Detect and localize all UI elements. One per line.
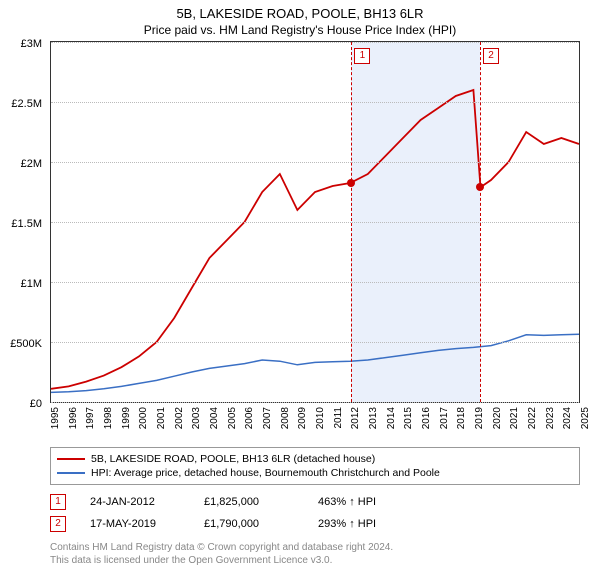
series-property	[51, 90, 579, 389]
x-tick-label: 2006	[244, 407, 255, 429]
legend-label: 5B, LAKESIDE ROAD, POOLE, BH13 6LR (deta…	[91, 453, 375, 465]
legend-swatch	[57, 458, 85, 460]
legend-label: HPI: Average price, detached house, Bour…	[91, 467, 440, 479]
license-line: Contains HM Land Registry data © Crown c…	[50, 541, 580, 554]
x-tick-label: 1998	[103, 407, 114, 429]
y-axis-labels: £0£500K£1M£1.5M£2M£2.5M£3M	[0, 44, 46, 404]
x-tick-label: 2010	[315, 407, 326, 429]
x-tick-label: 2003	[191, 407, 202, 429]
x-tick-label: 2020	[492, 407, 503, 429]
x-tick-label: 2002	[174, 407, 185, 429]
transaction-marker: 1	[50, 494, 66, 510]
legend-item: HPI: Average price, detached house, Bour…	[57, 466, 573, 480]
y-tick-label: £3M	[21, 38, 42, 50]
y-tick-label: £1.5M	[11, 218, 42, 230]
x-tick-label: 2014	[386, 407, 397, 429]
x-tick-label: 2021	[509, 407, 520, 429]
x-tick-label: 2013	[368, 407, 379, 429]
legend-item: 5B, LAKESIDE ROAD, POOLE, BH13 6LR (deta…	[57, 452, 573, 466]
price-marker	[476, 183, 484, 191]
x-axis-labels: 1995 1996 1997 1998 1999 2000 2001 2002 2003 2004…	[50, 403, 580, 443]
y-tick-label: £1M	[21, 278, 42, 290]
y-tick-label: £2.5M	[11, 98, 42, 110]
x-tick-label: 2017	[439, 407, 450, 429]
price-marker	[347, 179, 355, 187]
x-tick-label: 2008	[280, 407, 291, 429]
chart-subtitle: Price paid vs. HM Land Registry's House …	[0, 21, 600, 41]
y-tick-label: £0	[30, 398, 42, 410]
y-tick-label: £2M	[21, 158, 42, 170]
x-tick-label: 2012	[350, 407, 361, 429]
x-tick-label: 2011	[333, 407, 344, 429]
transaction-pct: 293% ↑ HPI	[318, 518, 376, 530]
license-line: This data is licensed under the Open Gov…	[50, 554, 580, 567]
transaction-price: £1,790,000	[204, 518, 294, 530]
legend: 5B, LAKESIDE ROAD, POOLE, BH13 6LR (deta…	[50, 447, 580, 485]
transaction-marker: 2	[50, 516, 66, 532]
x-tick-label: 2024	[562, 407, 573, 429]
transaction-row: 2 17-MAY-2019 £1,790,000 293% ↑ HPI	[50, 513, 580, 535]
x-tick-label: 1997	[85, 407, 96, 429]
x-tick-label: 1999	[121, 407, 132, 429]
transaction-date: 17-MAY-2019	[90, 518, 180, 530]
x-tick-label: 2023	[545, 407, 556, 429]
x-tick-label: 2016	[421, 407, 432, 429]
legend-swatch	[57, 472, 85, 474]
transaction-flag: 1	[354, 48, 370, 64]
x-tick-label: 2007	[262, 407, 273, 429]
transaction-table: 1 24-JAN-2012 £1,825,000 463% ↑ HPI 2 17…	[50, 491, 580, 535]
x-tick-label: 2015	[403, 407, 414, 429]
y-tick-label: £500K	[10, 338, 42, 350]
transaction-price: £1,825,000	[204, 496, 294, 508]
chart-title: 5B, LAKESIDE ROAD, POOLE, BH13 6LR	[0, 0, 600, 21]
transaction-row: 1 24-JAN-2012 £1,825,000 463% ↑ HPI	[50, 491, 580, 513]
x-tick-label: 2019	[474, 407, 485, 429]
license-text: Contains HM Land Registry data © Crown c…	[50, 541, 580, 567]
x-tick-label: 2018	[456, 407, 467, 429]
x-tick-label: 1995	[50, 407, 61, 429]
x-tick-label: 2000	[138, 407, 149, 429]
transaction-date: 24-JAN-2012	[90, 496, 180, 508]
x-tick-label: 2025	[580, 407, 591, 429]
transaction-pct: 463% ↑ HPI	[318, 496, 376, 508]
transaction-flag: 2	[483, 48, 499, 64]
x-tick-label: 2004	[209, 407, 220, 429]
x-tick-label: 2005	[227, 407, 238, 429]
chart-plot-area: 12	[50, 41, 580, 403]
x-tick-label: 1996	[68, 407, 79, 429]
x-tick-label: 2022	[527, 407, 538, 429]
x-tick-label: 2001	[156, 407, 167, 429]
x-tick-label: 2009	[297, 407, 308, 429]
